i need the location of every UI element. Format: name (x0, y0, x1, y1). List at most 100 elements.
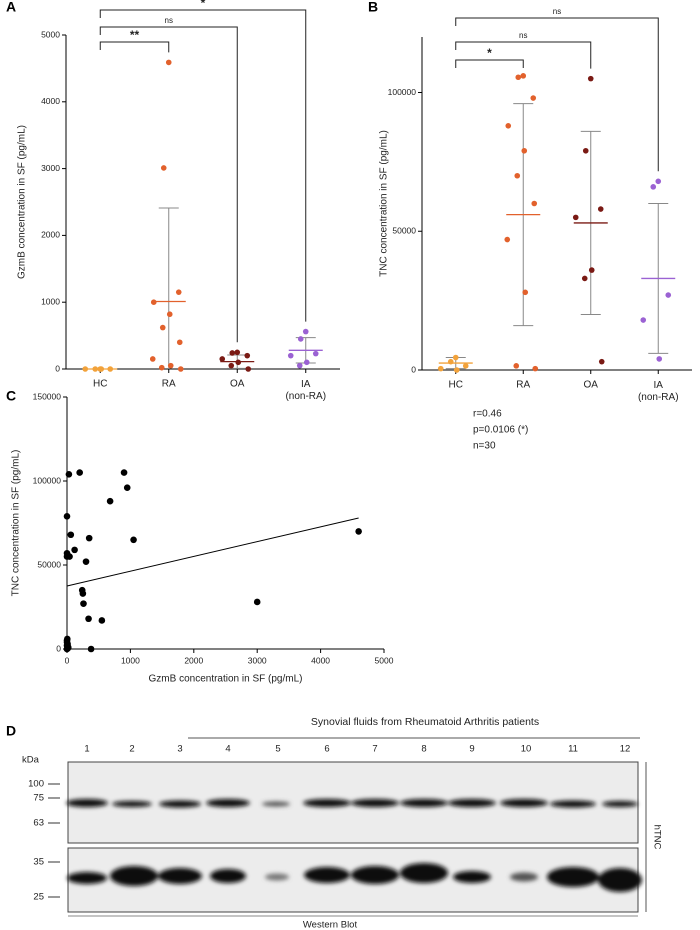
data-point (67, 531, 75, 539)
annotation: r=0.46 (473, 409, 502, 420)
data-point (505, 123, 512, 129)
panel-label: D (6, 723, 16, 739)
data-point (572, 214, 579, 221)
data-point (66, 553, 73, 560)
data-point (79, 590, 87, 597)
western-blot: D Synovial fluids from Rheumatoid Arthri… (6, 716, 662, 930)
data-point (452, 354, 459, 361)
data-point (504, 236, 511, 243)
y-tick-label: 100000 (388, 87, 417, 97)
data-point (166, 311, 173, 318)
band (547, 867, 599, 887)
data-point (530, 95, 537, 101)
band (159, 800, 201, 808)
y-tick-label: 0 (411, 364, 416, 374)
data-point (531, 200, 538, 207)
band (66, 799, 108, 807)
significance-label: ns (519, 31, 527, 40)
lane-label: 11 (568, 744, 578, 755)
data-point (87, 645, 95, 653)
data-point (150, 299, 157, 306)
data-point (165, 59, 172, 66)
significance-label: * (487, 46, 492, 60)
data-point (219, 356, 226, 362)
band (510, 872, 538, 882)
data-point (158, 364, 165, 371)
panel-label: B (368, 0, 378, 15)
data-point (76, 469, 83, 476)
significance-bracket (455, 17, 659, 172)
data-point (167, 362, 174, 369)
data-point (588, 267, 595, 273)
y-tick-label: 0 (55, 363, 60, 373)
data-point (106, 497, 114, 505)
data-point (80, 600, 87, 607)
data-point (437, 365, 444, 372)
marker-label: 63 (33, 818, 44, 829)
data-point (253, 598, 261, 606)
x-tick-label: 0 (65, 655, 70, 665)
y-tick-label: 150000 (33, 391, 62, 401)
band (110, 866, 158, 886)
data-point (287, 352, 294, 359)
band (67, 872, 107, 884)
data-point (98, 617, 106, 624)
data-point (520, 73, 527, 79)
data-point (228, 362, 235, 369)
y-tick-label: 50000 (392, 226, 416, 236)
data-point (521, 147, 528, 154)
band (210, 869, 246, 883)
panel-label: C (6, 388, 16, 404)
band (598, 868, 642, 892)
data-point (245, 366, 252, 372)
target-label: hTNC (651, 825, 662, 850)
x-tick-label: 3000 (248, 655, 267, 665)
x-tick-label: IA (non-RA) (638, 380, 679, 403)
data-point (598, 358, 605, 365)
data-point (64, 644, 72, 652)
marker-label: 75 (33, 793, 44, 804)
x-tick-label: OA (230, 379, 245, 390)
band (262, 801, 290, 807)
kda-label: kDa (22, 755, 40, 766)
data-point (581, 275, 588, 282)
annotation: n=30 (473, 441, 496, 452)
data-point (177, 366, 184, 372)
data-point (303, 359, 310, 366)
data-point (355, 528, 362, 535)
lane-label: 12 (620, 744, 631, 755)
data-point (176, 339, 183, 346)
x-tick-label: HC (93, 379, 107, 390)
significance-label: * (201, 0, 206, 10)
data-point (532, 365, 539, 372)
y-tick-label: 1000 (41, 296, 60, 306)
data-point (123, 484, 131, 492)
band (304, 867, 350, 883)
marker-label: 25 (33, 892, 44, 903)
data-point (655, 178, 662, 185)
panel-label: A (6, 0, 16, 15)
y-tick-label: 2000 (41, 230, 60, 240)
bands (66, 799, 642, 892)
lane-label: 2 (129, 744, 134, 755)
data-point (64, 635, 71, 643)
data-point (71, 546, 78, 554)
significance-bracket (455, 41, 592, 69)
data-point (597, 206, 604, 212)
data-point (234, 349, 241, 356)
data-point (522, 289, 529, 296)
data-point (582, 147, 589, 154)
y-tick-label: 100000 (33, 475, 62, 485)
band (400, 863, 448, 883)
band (448, 799, 496, 807)
y-tick-label: 3000 (41, 163, 60, 173)
data-point (235, 359, 242, 366)
x-tick-label: 1000 (121, 655, 140, 665)
lane-label: 6 (324, 744, 329, 755)
x-tick-label: 2000 (184, 655, 203, 665)
y-axis-title: TNC concentration in SF (pg/mL) (379, 130, 390, 277)
significance-label: ns (165, 16, 173, 25)
lane-label: 3 (177, 744, 182, 755)
blot-title: Synovial fluids from Rheumatoid Arthriti… (311, 716, 539, 728)
data-point (175, 289, 182, 295)
